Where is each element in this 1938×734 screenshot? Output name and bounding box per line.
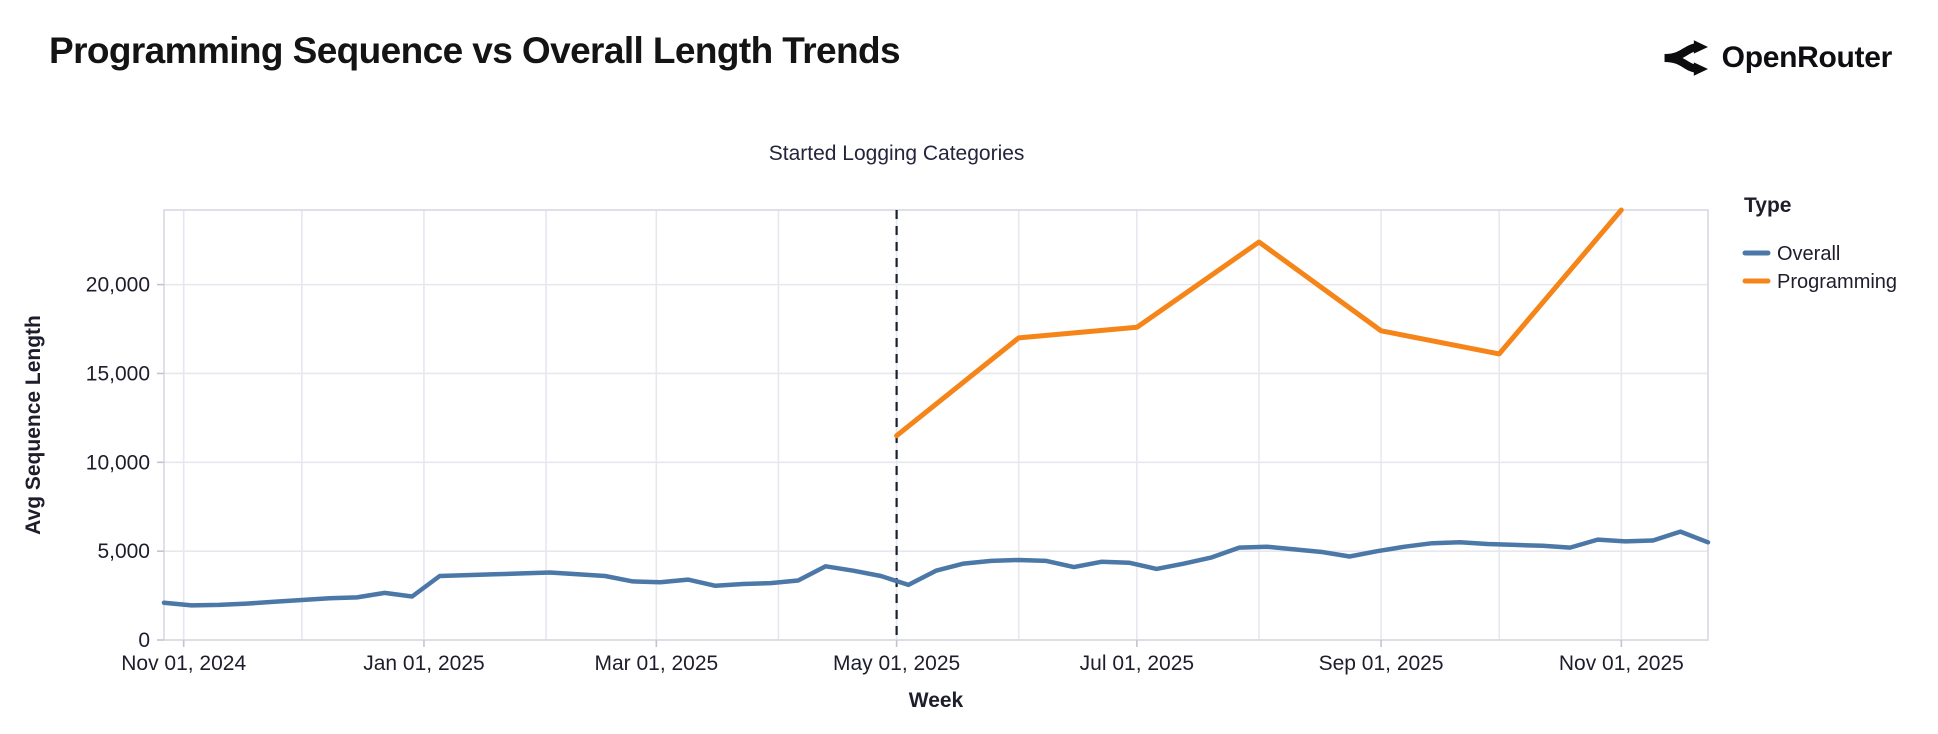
- y-tick-label: 20,000: [86, 274, 150, 297]
- openrouter-icon: [1664, 40, 1708, 76]
- y-tick-label: 15,000: [86, 362, 150, 385]
- legend-title: Type: [1744, 194, 1791, 217]
- x-tick-label: Sep 01, 2025: [1319, 652, 1444, 675]
- x-axis-title: Week: [909, 689, 964, 712]
- legend-label-overall: Overall: [1777, 243, 1840, 265]
- legend-label-programming: Programming: [1777, 271, 1897, 293]
- annotation-label: Started Logging Categories: [769, 142, 1025, 165]
- y-tick-label: 10,000: [86, 451, 150, 474]
- x-tick-label: May 01, 2025: [833, 652, 960, 675]
- x-tick-label: Jan 01, 2025: [363, 652, 484, 675]
- x-tick-label: Nov 01, 2025: [1559, 652, 1684, 675]
- y-tick-label: 5,000: [97, 540, 150, 563]
- series-line-overall: [161, 529, 1711, 608]
- x-tick-label: Nov 01, 2024: [121, 652, 246, 675]
- x-tick-label: Jul 01, 2025: [1080, 652, 1194, 675]
- y-axis-title: Avg Sequence Length: [22, 315, 45, 535]
- brand-logo: OpenRouter: [1662, 38, 1892, 78]
- series-line-programming: [894, 207, 1624, 439]
- y-tick-label: 0: [138, 629, 150, 652]
- brand-name: OpenRouter: [1721, 41, 1893, 74]
- plot-frame: [163, 209, 1709, 641]
- page-title: Programming Sequence vs Overall Length T…: [49, 30, 901, 71]
- x-tick-label: Mar 01, 2025: [594, 652, 718, 675]
